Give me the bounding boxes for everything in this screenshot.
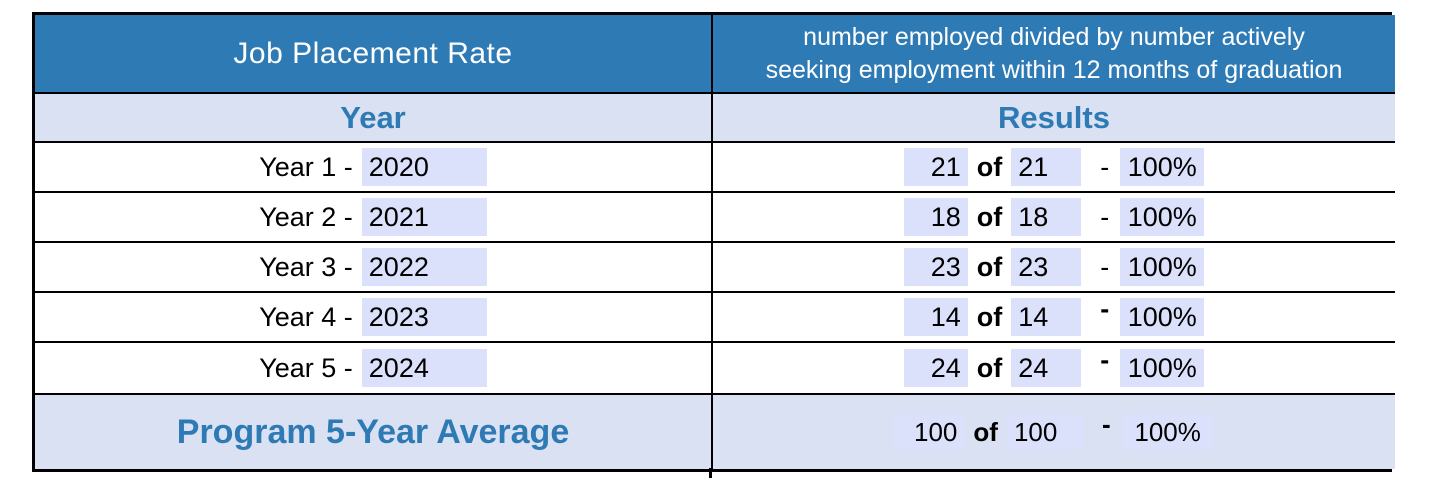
year-form-field[interactable]: 2024 (361, 349, 487, 387)
year-row-4-results-cell: 14 of 14 - 100% (713, 293, 1395, 343)
dash-separator: - (1100, 201, 1110, 232)
year-row-4-label-cell: Year 4 - 2023 (35, 293, 713, 343)
year-row-label: Year 4 - (259, 301, 353, 332)
year-row-label: Year 5 - (259, 352, 353, 383)
of-label: of (976, 352, 1003, 383)
definition-line-1: number employed divided by number active… (803, 22, 1305, 51)
dash-separator: - (1100, 151, 1110, 182)
rate-form-field[interactable]: 100% (1120, 198, 1205, 236)
of-label: of (976, 251, 1003, 282)
employed-form-field[interactable]: 14 (903, 298, 968, 336)
year-row-label: Year 1 - (259, 151, 353, 182)
employed-form-field[interactable]: 24 (903, 349, 968, 387)
rate-form-field[interactable]: 100% (1120, 349, 1205, 387)
year-row-3-label-cell: Year 3 - 2022 (35, 243, 713, 293)
table-title: Job Placement Rate (233, 36, 513, 70)
results-column-header-label: Results (998, 99, 1110, 135)
employed-form-field[interactable]: 23 (903, 248, 968, 286)
average-rate-form-field[interactable]: 100% (1121, 414, 1214, 450)
rate-form-field[interactable]: 100% (1120, 148, 1205, 186)
year-row-3-results-cell: 23 of 23 - 100% (713, 243, 1395, 293)
year-row-label: Year 2 - (259, 201, 353, 232)
seeking-form-field[interactable]: 23 (1011, 248, 1082, 286)
year-form-field[interactable]: 2021 (361, 198, 487, 236)
seeking-form-field[interactable]: 21 (1011, 148, 1082, 186)
job-placement-table: Job Placement Rate number employed divid… (32, 12, 1395, 472)
definition-line-2: seeking employment within 12 months of g… (765, 55, 1343, 84)
results-column-header: Results (713, 94, 1395, 143)
year-row-1-label-cell: Year 1 - 2020 (35, 143, 713, 193)
table-title-cell: Job Placement Rate (35, 15, 713, 94)
seeking-form-field[interactable]: 24 (1011, 349, 1082, 387)
of-label: of (973, 416, 998, 447)
of-label: of (976, 301, 1003, 332)
year-form-field[interactable]: 2023 (361, 298, 487, 336)
average-label-cell: Program 5-Year Average (35, 393, 713, 469)
year-row-label: Year 3 - (259, 251, 353, 282)
seeking-form-field[interactable]: 18 (1011, 198, 1082, 236)
employed-form-field[interactable]: 21 (903, 148, 968, 186)
dash-separator: - (1101, 408, 1111, 439)
year-column-header-label: Year (340, 99, 406, 135)
average-label: Program 5-Year Average (176, 412, 570, 451)
year-row-5-results-cell: 24 of 24 - 100% (713, 343, 1395, 393)
rate-form-field[interactable]: 100% (1120, 298, 1205, 336)
of-label: of (976, 201, 1003, 232)
table-definition-cell: number employed divided by number active… (713, 15, 1395, 94)
dash-separator: - (1100, 251, 1110, 282)
year-column-header: Year (35, 94, 713, 143)
average-employed-form-field[interactable]: 100 (894, 414, 965, 450)
column-divider-tail (709, 468, 712, 478)
average-seeking-form-field[interactable]: 100 (1006, 414, 1083, 450)
year-form-field[interactable]: 2020 (361, 148, 487, 186)
year-row-5-label-cell: Year 5 - 2024 (35, 343, 713, 393)
year-row-2-results-cell: 18 of 18 - 100% (713, 193, 1395, 243)
seeking-form-field[interactable]: 14 (1011, 298, 1082, 336)
employed-form-field[interactable]: 18 (903, 198, 968, 236)
year-row-1-results-cell: 21 of 21 - 100% (713, 143, 1395, 193)
of-label: of (976, 151, 1003, 182)
rate-form-field[interactable]: 100% (1120, 248, 1205, 286)
year-form-field[interactable]: 2022 (361, 248, 487, 286)
dash-separator: - (1100, 344, 1110, 375)
average-results-cell: 100 of 100 - 100% (713, 393, 1395, 469)
dash-separator: - (1100, 293, 1110, 324)
year-row-2-label-cell: Year 2 - 2021 (35, 193, 713, 243)
